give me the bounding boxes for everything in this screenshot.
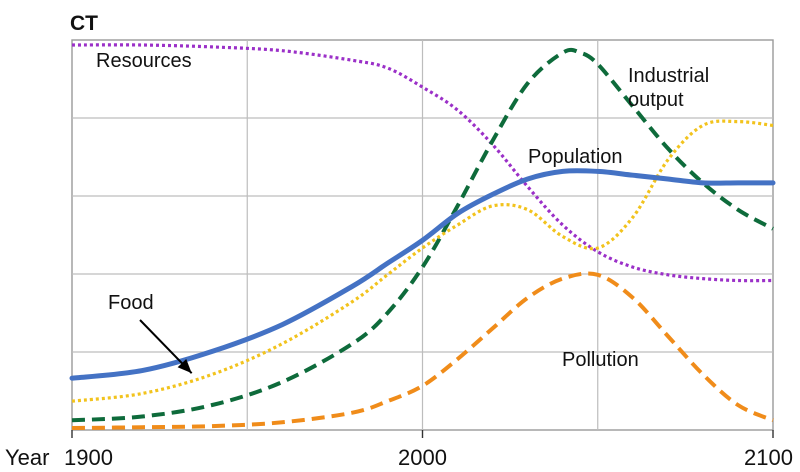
x-tick-label: 1900 bbox=[64, 445, 113, 470]
chart-title: CT bbox=[70, 12, 98, 35]
series-line-population bbox=[69, 168, 776, 381]
x-tick-label: 2000 bbox=[398, 445, 447, 470]
chart-labels-group: Resources Industrial output Population Food P… bbox=[96, 50, 709, 374]
chart-axis: Year 1900 2000 2100 bbox=[5, 430, 793, 470]
chart-series-group bbox=[69, 43, 776, 430]
x-tick-label: 2100 bbox=[744, 445, 793, 470]
series-label-industrial-output: Industrial output bbox=[628, 65, 709, 111]
x-axis-label: Year bbox=[5, 445, 49, 470]
series-label-population: Population bbox=[528, 146, 623, 168]
series-line-pollution bbox=[71, 271, 774, 430]
series-line-resources bbox=[71, 43, 774, 283]
series-label-resources: Resources bbox=[96, 50, 192, 72]
series-line-food bbox=[71, 119, 774, 403]
series-label-food: Food bbox=[108, 292, 154, 314]
food-arrow-head bbox=[177, 358, 192, 374]
series-label-pollution: Pollution bbox=[562, 349, 639, 371]
series-line-industrial-output bbox=[71, 47, 774, 423]
